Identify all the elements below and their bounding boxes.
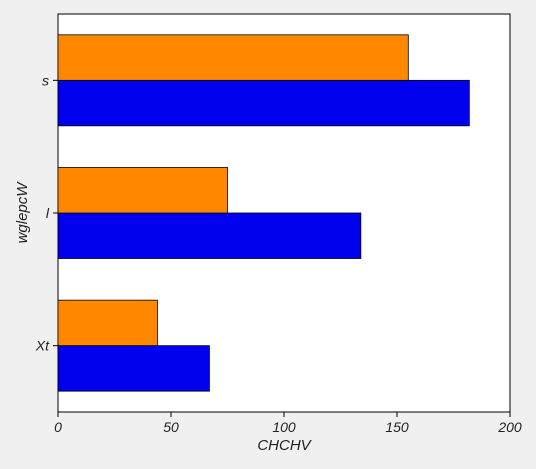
x-axis-title: CHCHV [257, 437, 312, 454]
x-tick-label: 50 [163, 419, 179, 435]
x-tick-label: 0 [54, 419, 62, 435]
x-axis: 0 50 100 150 200 [54, 412, 522, 435]
y-tick-label: s [42, 72, 49, 88]
bar-Xt-series-0 [57, 345, 210, 392]
y-tick-label: l [46, 205, 50, 221]
y-axis-title: wglepcW [14, 181, 31, 244]
x-tick-label: 100 [272, 419, 296, 435]
x-tick-label: 200 [497, 419, 522, 435]
y-tick-label: Xt [35, 338, 50, 354]
bar-l-series-0 [57, 212, 362, 259]
bar-l-series-1 [57, 167, 228, 214]
bar-s-series-1 [57, 34, 409, 81]
bar-s-series-0 [57, 79, 470, 127]
bar-Xt-series-1 [57, 299, 158, 347]
x-tick-label: 150 [385, 419, 409, 435]
y-axis: Xt l s [35, 72, 58, 354]
bars-group [57, 34, 470, 392]
